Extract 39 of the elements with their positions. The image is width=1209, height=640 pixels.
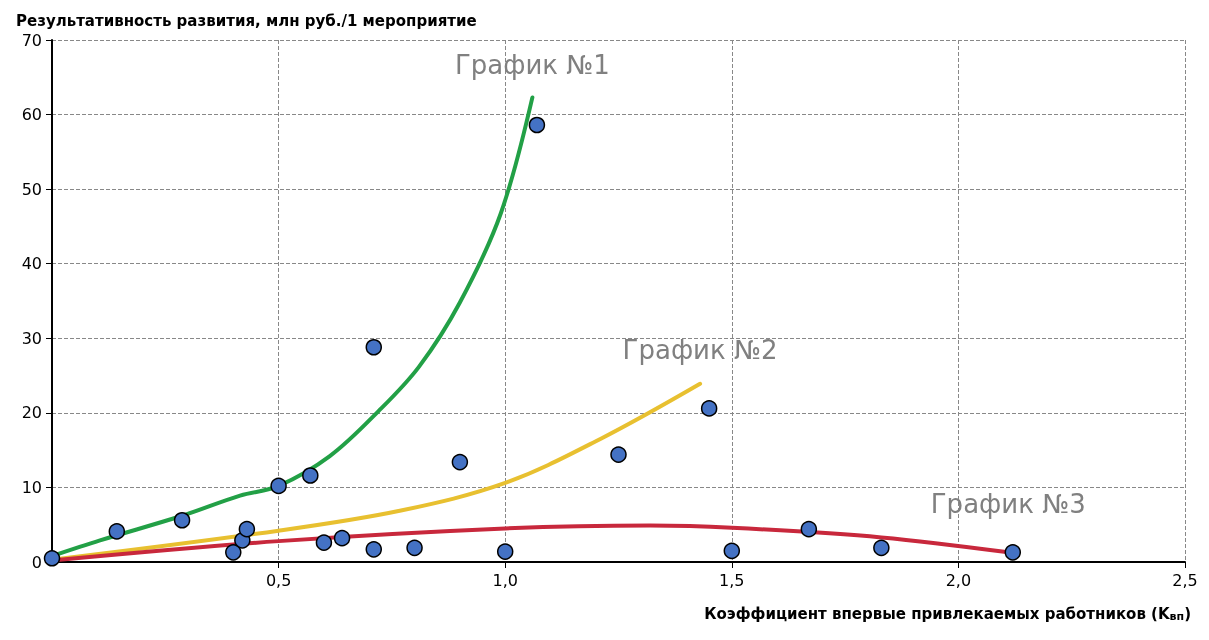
point — [333, 529, 351, 547]
y-tick-label: 40 — [21, 254, 42, 274]
y-tick-label: 70 — [21, 30, 42, 50]
x-axis-title: Коэффициент впервые привлекаемых работников (Kвп) — [704, 604, 1191, 623]
annotation: График №2 — [622, 334, 778, 365]
point — [108, 523, 126, 540]
x-tick-label: 2,5 — [1172, 570, 1198, 590]
x-tick-label: 1,0 — [492, 570, 518, 590]
x-tick-label: 1,5 — [719, 570, 745, 590]
point — [225, 544, 242, 561]
annotation: График №3 — [930, 489, 1086, 520]
y-tick-label: 30 — [21, 328, 42, 348]
point — [365, 541, 383, 558]
point — [723, 542, 741, 560]
point — [700, 400, 718, 417]
point — [451, 453, 469, 471]
point — [496, 543, 514, 560]
point — [302, 467, 319, 484]
x-tick-label: 0,5 — [265, 570, 292, 590]
y-axis-title: Результативность развития, млн руб./1 мероприятие — [16, 11, 477, 30]
y-tick-label: 0 — [31, 552, 42, 572]
point — [610, 446, 627, 463]
point — [528, 116, 546, 134]
point — [270, 477, 287, 495]
point — [315, 534, 333, 551]
point — [1004, 544, 1022, 561]
x-tick-label: 2,0 — [945, 570, 972, 590]
annotation: График №1 — [454, 50, 610, 81]
point — [800, 520, 818, 538]
point — [173, 511, 191, 529]
y-tick-label: 20 — [21, 403, 42, 423]
y-tick-label: 10 — [21, 477, 42, 497]
y-tick-label: 60 — [21, 105, 42, 125]
point — [238, 520, 256, 538]
y-tick-label: 50 — [21, 179, 42, 199]
point — [406, 539, 423, 557]
point — [365, 338, 383, 356]
point — [873, 539, 890, 557]
point — [43, 550, 61, 567]
